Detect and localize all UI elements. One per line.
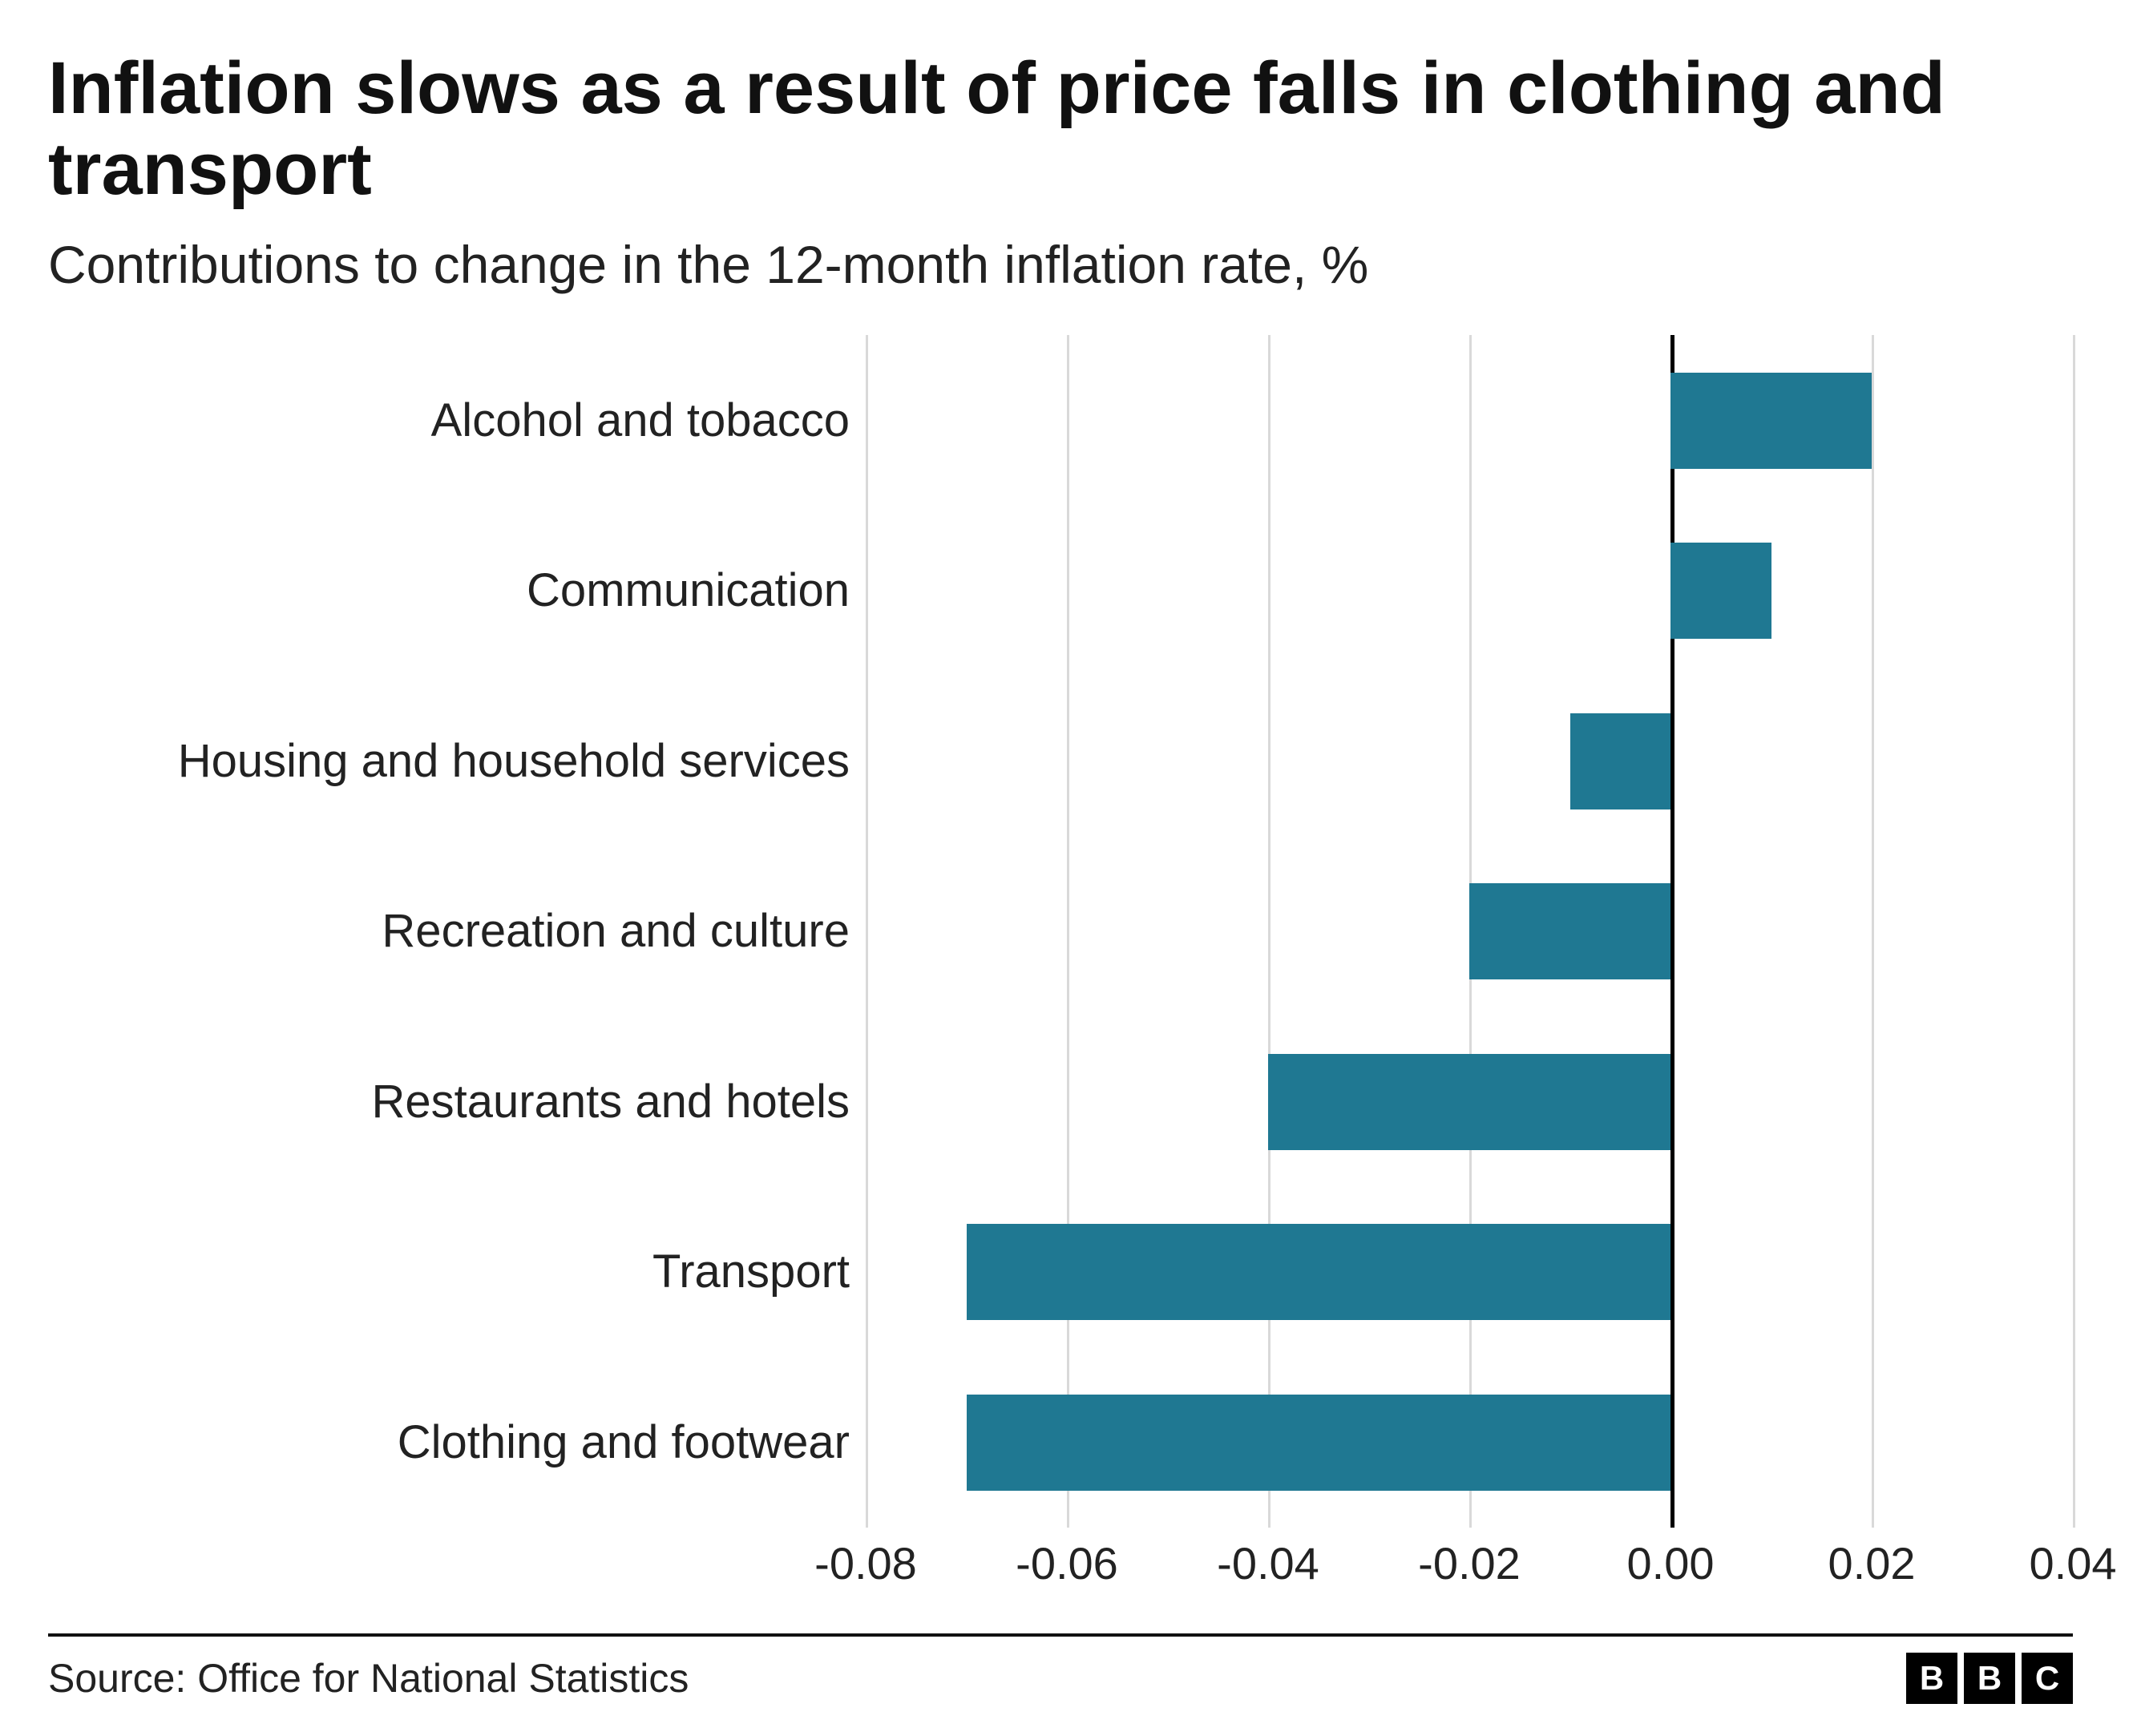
bar <box>1570 713 1671 809</box>
y-axis-label: Recreation and culture <box>48 906 850 957</box>
chart-area: Alcohol and tobacco Communication Housing … <box>48 335 2073 1601</box>
chart-container: Inflation slows as a result of price fal… <box>0 0 2137 1736</box>
bar <box>1670 373 1872 469</box>
bar-row <box>866 713 2073 809</box>
footer: Source: Office for National Statistics B… <box>48 1633 2073 1704</box>
x-axis: -0.08-0.06-0.04-0.020.000.020.04 <box>48 1537 2073 1601</box>
plot-area <box>866 335 2073 1528</box>
x-tick-label: -0.06 <box>1016 1537 1118 1589</box>
x-tick-label: -0.02 <box>1418 1537 1521 1589</box>
bar <box>1469 883 1670 979</box>
y-axis-label: Alcohol and tobacco <box>48 395 850 446</box>
logo-letter: B <box>1964 1653 2015 1704</box>
bar <box>1268 1054 1670 1150</box>
chart-title: Inflation slows as a result of price fal… <box>48 48 2073 210</box>
x-tick-label: -0.04 <box>1217 1537 1319 1589</box>
logo-letter: C <box>2022 1653 2073 1704</box>
bar <box>967 1224 1671 1320</box>
gridline <box>2073 335 2075 1528</box>
y-axis-label: Communication <box>48 565 850 616</box>
y-axis-labels: Alcohol and tobacco Communication Housing … <box>48 335 866 1528</box>
bar-row <box>866 883 2073 979</box>
chart-subtitle: Contributions to change in the 12-month … <box>48 234 2073 295</box>
x-tick-label: 0.00 <box>1627 1537 1715 1589</box>
x-tick-label: -0.08 <box>814 1537 917 1589</box>
x-tick-label: 0.04 <box>2030 1537 2117 1589</box>
x-axis-labels: -0.08-0.06-0.04-0.020.000.020.04 <box>866 1537 2073 1601</box>
chart-body: Alcohol and tobacco Communication Housing … <box>48 335 2073 1528</box>
bar-row <box>866 1224 2073 1320</box>
bar <box>967 1395 1671 1491</box>
bar-row <box>866 373 2073 469</box>
y-axis-label: Clothing and footwear <box>48 1417 850 1468</box>
bbc-logo: BBC <box>1906 1653 2073 1704</box>
bar <box>1670 543 1771 639</box>
bars-group <box>866 335 2073 1528</box>
y-axis-label: Restaurants and hotels <box>48 1076 850 1128</box>
bar-row <box>866 1054 2073 1150</box>
bar-row <box>866 543 2073 639</box>
logo-letter: B <box>1906 1653 1957 1704</box>
y-axis-label: Transport <box>48 1246 850 1298</box>
source-text: Source: Office for National Statistics <box>48 1655 689 1702</box>
bar-row <box>866 1395 2073 1491</box>
y-axis-label: Housing and household services <box>48 736 850 787</box>
x-tick-label: 0.02 <box>1828 1537 1916 1589</box>
